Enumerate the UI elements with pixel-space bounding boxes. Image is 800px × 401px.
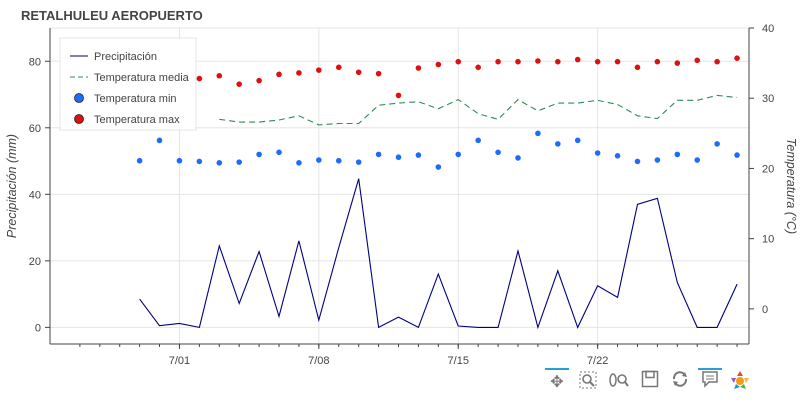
- y-tick-label-left: 80: [29, 56, 41, 68]
- legend-label: Temperatura min: [94, 93, 177, 105]
- data-point: [594, 150, 601, 156]
- data-point: [435, 164, 442, 170]
- hover-icon[interactable]: [698, 368, 722, 396]
- data-point: [256, 151, 262, 158]
- legend-box: [59, 37, 197, 131]
- data-point: [415, 65, 422, 71]
- y-tick-label-right: 20: [762, 163, 774, 175]
- data-point: [276, 149, 282, 156]
- data-point: [375, 70, 382, 77]
- data-point: [495, 149, 501, 156]
- data-point: [355, 69, 362, 76]
- y-axis-label-right: Temperatura (°C): [784, 138, 798, 234]
- data-point: [355, 159, 362, 165]
- data-point: [714, 58, 720, 65]
- x-tick-label: 7/01: [169, 355, 190, 367]
- series-line-precipitación: [139, 178, 738, 330]
- series-layer: [136, 55, 740, 330]
- data-point: [256, 77, 262, 84]
- chart-title: RETALHULEU AEROPUERTO: [21, 8, 203, 23]
- data-point: [555, 58, 561, 65]
- data-point: [455, 58, 462, 65]
- y-tick-label-left: 40: [29, 189, 41, 201]
- data-point: [574, 56, 581, 63]
- data-point: [654, 58, 661, 65]
- y-axis-label-left: Precipitación (mm): [5, 134, 19, 238]
- data-point: [614, 153, 621, 159]
- data-point: [316, 67, 322, 73]
- data-point: [574, 137, 581, 144]
- y-tick-label-right: 30: [762, 93, 774, 105]
- data-point: [674, 60, 681, 66]
- data-point: [455, 151, 462, 158]
- y-tick-label-left: 0: [35, 322, 41, 334]
- save-icon[interactable]: [638, 370, 662, 396]
- data-point: [395, 92, 402, 99]
- data-point: [296, 160, 302, 166]
- series-line-temperatura-media: [219, 94, 738, 126]
- data-point: [495, 58, 501, 65]
- data-point: [594, 58, 601, 65]
- data-point: [316, 157, 322, 163]
- legend-swatch: [74, 114, 84, 124]
- data-point: [694, 57, 701, 64]
- data-point: [395, 154, 402, 161]
- y-tick-label-left: 20: [29, 256, 41, 268]
- data-point: [734, 152, 740, 158]
- y-tick-label-right: 10: [762, 234, 774, 246]
- y-tick-label-left: 60: [29, 123, 41, 135]
- data-point: [734, 55, 740, 61]
- data-point: [415, 152, 422, 158]
- data-point: [176, 157, 183, 164]
- data-point: [216, 160, 223, 166]
- legend-label: Temperatura max: [94, 114, 180, 126]
- data-point: [535, 130, 541, 137]
- data-point: [335, 64, 342, 71]
- reset-icon[interactable]: [668, 370, 692, 396]
- data-point: [694, 157, 701, 163]
- data-point: [634, 64, 641, 71]
- toolbar: ✥: [540, 368, 800, 398]
- data-point: [634, 158, 641, 165]
- data-point: [614, 58, 621, 65]
- data-point: [375, 151, 382, 158]
- data-point: [475, 137, 481, 144]
- data-point: [236, 81, 242, 87]
- legend-swatch: [74, 93, 84, 103]
- legend-label: Precipitación: [94, 51, 157, 63]
- x-tick-label: 7/08: [308, 355, 329, 367]
- data-point: [196, 158, 203, 165]
- box-zoom-icon[interactable]: [576, 370, 600, 396]
- x-tick-label: 7/22: [587, 355, 608, 367]
- data-point: [515, 58, 521, 65]
- data-point: [216, 72, 223, 79]
- data-point: [654, 157, 661, 163]
- wheel-zoom-icon[interactable]: [607, 370, 631, 396]
- data-point: [236, 159, 242, 165]
- data-point: [714, 141, 720, 147]
- data-point: [674, 151, 681, 158]
- data-point: [296, 70, 302, 76]
- y-tick-label-right: 40: [762, 23, 774, 35]
- legend: Precipitación Temperatura media Temperatur…: [59, 37, 197, 131]
- axes: 0 20 40 60 80 0 10 20 30 40 7/01 7/08 7/15 7/22 Precip…: [5, 23, 798, 367]
- data-point: [276, 71, 282, 78]
- legend-label: Temperatura media: [94, 72, 190, 84]
- data-point: [535, 58, 541, 64]
- data-point: [335, 157, 342, 164]
- data-point: [475, 64, 481, 71]
- data-point: [435, 61, 442, 68]
- pan-icon[interactable]: ✥: [545, 368, 569, 396]
- y-tick-label-right: 0: [762, 304, 768, 316]
- x-tick-label: 7/15: [448, 355, 469, 367]
- bokeh-logo[interactable]: [728, 370, 752, 396]
- data-point: [156, 137, 163, 144]
- data-point: [196, 75, 203, 82]
- data-point: [515, 155, 521, 161]
- data-point: [136, 157, 143, 164]
- data-point: [555, 141, 561, 147]
